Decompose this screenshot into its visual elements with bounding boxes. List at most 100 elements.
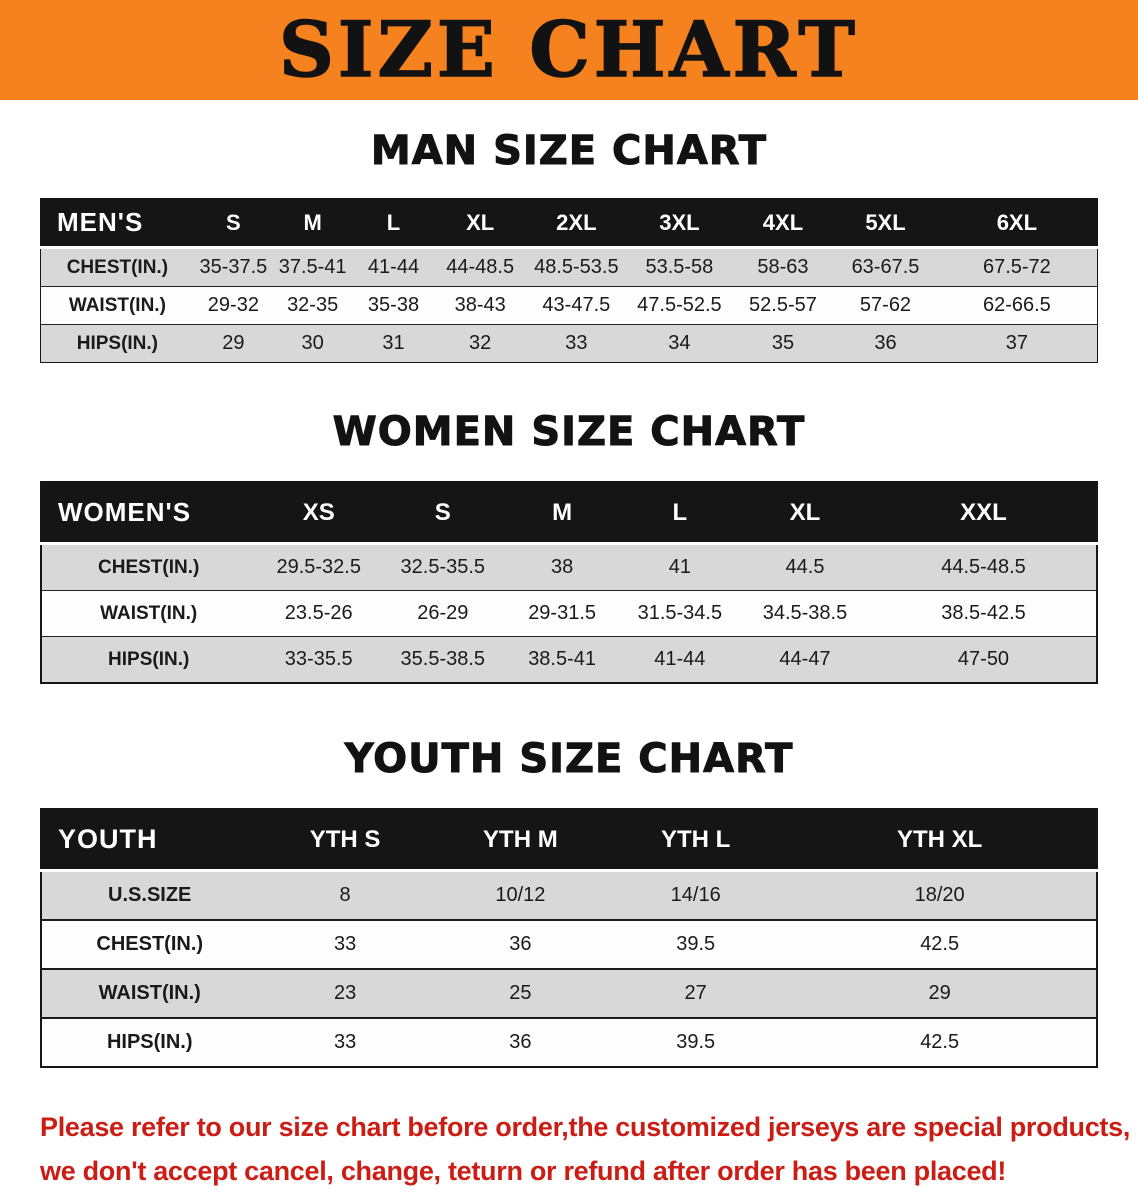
row-label: CHEST(IN.)	[40, 247, 194, 287]
size-value: 29-32	[193, 286, 274, 325]
size-value: 36	[432, 919, 609, 969]
size-value: 37	[936, 324, 1098, 363]
size-column-header: M	[503, 482, 621, 545]
size-value: 23	[257, 968, 433, 1018]
size-value: 36	[432, 1017, 609, 1067]
size-column-header: L	[620, 482, 739, 545]
size-column-header: 4XL	[731, 198, 835, 249]
size-value: 44.5	[738, 543, 871, 591]
size-value: 38.5-42.5	[870, 590, 1097, 637]
table-header-row: YOUTH YTH S YTH M YTH L YTH XL	[41, 809, 1097, 872]
table-row: HIPS(IN.) 33 36 39.5 42.5	[41, 1017, 1097, 1067]
size-column-header: 2XL	[525, 198, 628, 249]
size-value: 43-47.5	[525, 286, 628, 325]
size-value: 35-38	[352, 286, 435, 325]
size-column-header: S	[382, 482, 504, 545]
table-corner-label: MEN'S	[40, 198, 194, 249]
row-label: CHEST(IN.)	[41, 919, 258, 969]
women-size-chart-heading: WOMEN SIZE CHART	[332, 409, 806, 456]
size-table: MEN'S S M L XL 2XL 3XL 4XL 5XL 6XL CHEST(IN.) 35-37…	[40, 198, 1098, 363]
size-value: 33	[525, 324, 628, 363]
size-value: 34.5-38.5	[738, 590, 871, 637]
table-corner-label: WOMEN'S	[41, 482, 256, 545]
table-row: U.S.SIZE 8 10/12 14/16 18/20	[41, 869, 1097, 920]
size-value: 67.5-72	[936, 247, 1098, 287]
size-column-header: XS	[255, 482, 383, 545]
disclaimer-line-2: we don't accept cancel, change, teturn o…	[40, 1156, 1007, 1186]
size-value: 62-66.5	[936, 286, 1098, 325]
size-column-header: XL	[738, 482, 871, 545]
row-label: U.S.SIZE	[41, 869, 258, 920]
size-value: 63-67.5	[834, 247, 937, 287]
size-value: 38.5-41	[503, 636, 621, 683]
size-value: 30	[273, 324, 353, 363]
size-column-header: YTH L	[608, 809, 784, 872]
size-value: 53.5-58	[627, 247, 732, 287]
size-value: 10/12	[432, 869, 609, 920]
table-header-row: WOMEN'S XS S M L XL XXL	[41, 482, 1097, 545]
size-value: 26-29	[382, 590, 504, 637]
youth-size-chart-heading: YOUTH SIZE CHART	[344, 736, 794, 783]
size-value: 57-62	[834, 286, 937, 325]
table-row: WAIST(IN.) 23.5-26 26-29 29-31.5 31.5-34.5 34…	[41, 590, 1097, 637]
size-value: 38	[503, 543, 621, 591]
table-row: WAIST(IN.) 29-32 32-35 35-38 38-43 43-47.5 47.…	[40, 286, 1098, 325]
size-value: 41-44	[620, 636, 739, 683]
size-value: 48.5-53.5	[525, 247, 628, 287]
youth-size-chart-section: YOUTH SIZE CHART YOUTH YTH S YTH M YTH L YTH…	[0, 736, 1138, 1068]
size-column-header: 3XL	[627, 198, 732, 249]
youth-size-table: YOUTH YTH S YTH M YTH L YTH XL U.S.SIZE 8 10/12…	[40, 808, 1098, 1068]
table-row: HIPS(IN.) 29 30 31 32 33 34 35 36 37	[40, 324, 1098, 363]
size-column-header: YTH XL	[783, 809, 1097, 872]
row-label: CHEST(IN.)	[41, 543, 256, 591]
women-size-table: WOMEN'S XS S M L XL XXL CHEST(IN.) 29.5-32.5 32.5…	[40, 481, 1098, 684]
size-column-header: 5XL	[834, 198, 937, 249]
size-column-header: YTH S	[257, 809, 433, 872]
man-size-chart-section: MAN SIZE CHART MEN'S S M L XL 2XL 3XL 4XL 5XL 6XL…	[0, 128, 1138, 363]
row-label: HIPS(IN.)	[40, 324, 194, 363]
size-value: 18/20	[783, 869, 1097, 920]
size-value: 8	[257, 869, 433, 920]
size-value: 35-37.5	[193, 247, 274, 287]
size-column-header: M	[273, 198, 353, 249]
size-value: 41-44	[352, 247, 435, 287]
table-row: CHEST(IN.) 33 36 39.5 42.5	[41, 919, 1097, 969]
size-table: YOUTH YTH S YTH M YTH L YTH XL U.S.SIZE 8 10/12…	[40, 808, 1098, 1068]
row-label: HIPS(IN.)	[41, 1017, 258, 1067]
size-value: 47-50	[870, 636, 1097, 683]
size-value: 23.5-26	[255, 590, 383, 637]
size-value: 34	[627, 324, 732, 363]
row-label: WAIST(IN.)	[40, 286, 194, 325]
size-value: 14/16	[608, 869, 784, 920]
table-row: WAIST(IN.) 23 25 27 29	[41, 968, 1097, 1018]
size-value: 33-35.5	[255, 636, 383, 683]
size-value: 35	[731, 324, 835, 363]
row-label: WAIST(IN.)	[41, 968, 258, 1018]
size-column-header: S	[193, 198, 274, 249]
size-value: 47.5-52.5	[627, 286, 732, 325]
size-value: 36	[834, 324, 937, 363]
size-column-header: 6XL	[936, 198, 1098, 249]
size-column-header: L	[352, 198, 435, 249]
size-value: 44-48.5	[434, 247, 526, 287]
table-header-row: MEN'S S M L XL 2XL 3XL 4XL 5XL 6XL	[40, 198, 1098, 249]
table-row: CHEST(IN.) 35-37.5 37.5-41 41-44 44-48.5 48.5…	[40, 247, 1098, 287]
size-value: 31	[352, 324, 435, 363]
disclaimer: Please refer to our size chart before or…	[40, 1108, 1130, 1190]
size-value: 29-31.5	[503, 590, 621, 637]
page-title: SIZE CHART	[278, 5, 859, 94]
size-column-header: YTH M	[432, 809, 609, 872]
size-value: 42.5	[783, 919, 1097, 969]
size-value: 29.5-32.5	[255, 543, 383, 591]
women-size-chart-section: WOMEN SIZE CHART WOMEN'S XS S M L XL XXL CHEST(…	[0, 409, 1138, 684]
table-corner-label: YOUTH	[41, 809, 258, 872]
size-value: 39.5	[608, 1017, 784, 1067]
size-value: 35.5-38.5	[382, 636, 504, 683]
size-value: 42.5	[783, 1017, 1097, 1067]
row-label: HIPS(IN.)	[41, 636, 256, 683]
size-value: 44.5-48.5	[870, 543, 1097, 591]
size-column-header: XXL	[870, 482, 1097, 545]
size-value: 52.5-57	[731, 286, 835, 325]
size-value: 31.5-34.5	[620, 590, 739, 637]
